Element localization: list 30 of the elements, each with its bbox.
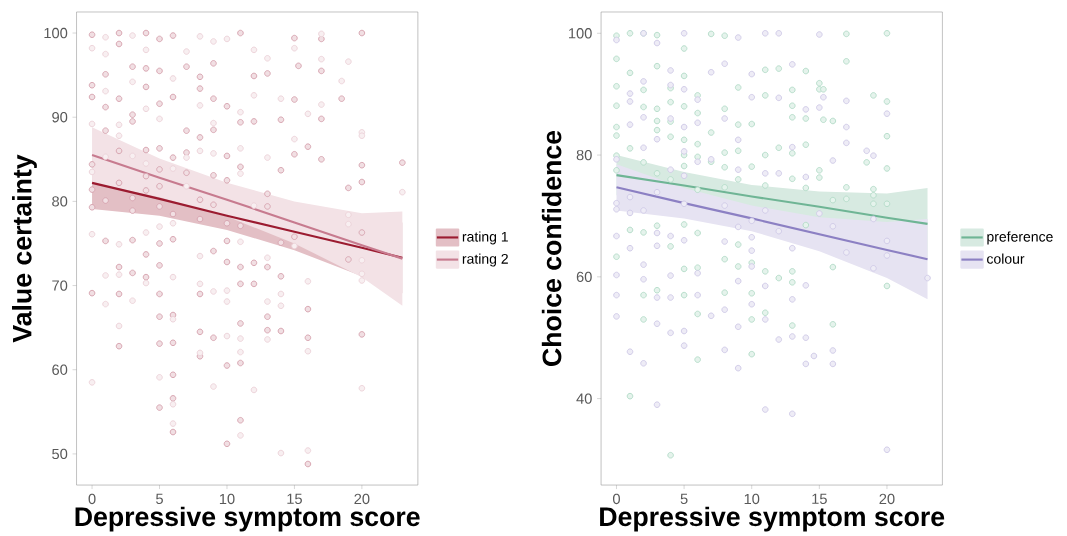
y-tick-label: 100 xyxy=(569,28,592,39)
line-series xyxy=(90,181,404,259)
legend-label: colour xyxy=(987,253,1025,264)
y-axis-title: Choice confidence xyxy=(541,130,562,366)
y-tick-label: 100 xyxy=(44,27,68,39)
y-tick-label: 40 xyxy=(576,393,592,404)
x-tick-label: 15 xyxy=(287,493,302,505)
x-tick-label: 20 xyxy=(354,493,370,505)
legend-label: rating 1 xyxy=(462,231,508,245)
y-axis-title: Value certainty xyxy=(12,154,37,343)
x-tick-label: 15 xyxy=(812,493,827,505)
y-tick-label: 50 xyxy=(52,448,68,460)
line-series xyxy=(90,154,404,260)
x-tick-label: 5 xyxy=(680,493,688,505)
x-tick-label: 20 xyxy=(879,493,895,505)
y-tick-label: 80 xyxy=(52,196,68,207)
y-tick-label: 60 xyxy=(52,364,68,375)
x-tick-label: 0 xyxy=(612,493,620,505)
y-tick-label: 90 xyxy=(52,112,68,123)
legend-label: preference xyxy=(987,231,1053,245)
x-tick-label: 5 xyxy=(156,493,163,505)
y-tick-label: 70 xyxy=(52,280,68,291)
y-tick-label: 80 xyxy=(576,149,592,161)
y-tick-label: 60 xyxy=(576,271,592,283)
x-tick-label: 10 xyxy=(744,493,760,505)
x-axis-title: Depressive symptom score xyxy=(600,506,945,532)
x-axis-title: Depressive symptom score xyxy=(75,506,420,532)
x-tick-label: 0 xyxy=(88,493,96,505)
legend-label: rating 2 xyxy=(462,253,508,267)
x-tick-label: 10 xyxy=(219,493,235,505)
